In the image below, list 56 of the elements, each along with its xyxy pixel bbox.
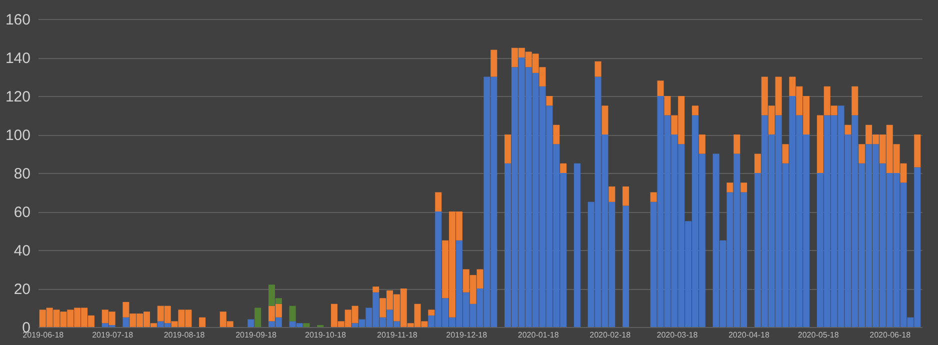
bar (428, 310, 435, 316)
bar (560, 163, 567, 173)
bar (289, 306, 296, 322)
bar (698, 134, 706, 154)
bar (816, 115, 824, 173)
x-tick-label: 2020-05-18 (798, 330, 840, 340)
x-tick-label: 2019-07-18 (92, 330, 134, 340)
bar (254, 308, 262, 327)
bar (199, 317, 206, 327)
bar (602, 106, 608, 134)
x-tick-label: 2019-09-18 (236, 330, 278, 340)
bar (490, 50, 498, 77)
bar (844, 124, 852, 134)
bar (122, 317, 130, 327)
bar (740, 182, 748, 192)
bar (657, 80, 664, 96)
y-tick-label: 120 (5, 88, 30, 106)
bar (553, 124, 560, 144)
bar (852, 86, 858, 116)
bar (546, 96, 553, 106)
bar (248, 319, 254, 327)
y-tick-label: 140 (5, 50, 30, 67)
x-tick-label: 2019-12-18 (446, 330, 488, 340)
bar (372, 286, 380, 292)
y-tick-label: 160 (5, 12, 30, 28)
bar (664, 96, 671, 116)
x-tick-label: 2020-04-18 (728, 330, 770, 340)
x-tick-label: 2019-10-18 (304, 330, 346, 340)
x-tick-label: 2020-06-18 (870, 330, 912, 340)
bar (692, 106, 698, 116)
x-tick-label: 2019-06-18 (22, 330, 64, 340)
x-tick-label: 2019-11-18 (377, 330, 418, 340)
y-tick-label: 60 (14, 204, 30, 221)
bar (608, 186, 616, 202)
bar (622, 186, 630, 206)
bar (754, 154, 761, 173)
bar (734, 134, 740, 154)
bar (650, 192, 657, 202)
x-tick-label: 2020-03-18 (656, 330, 698, 340)
y-tick-label: 100 (5, 127, 30, 144)
y-tick-label: 80 (14, 166, 30, 182)
bar (858, 144, 866, 164)
bar (914, 134, 921, 168)
bar (594, 61, 602, 77)
bar (504, 134, 512, 164)
bar (574, 163, 580, 327)
bar (303, 323, 310, 327)
bar (726, 182, 734, 192)
y-tick-label: 20 (14, 281, 30, 298)
y-tick-label: 40 (14, 242, 30, 260)
x-tick-label: 2019-08-18 (164, 330, 206, 340)
bar (435, 192, 442, 212)
bar (622, 206, 630, 327)
x-tick-label: 2020-02-18 (590, 330, 632, 340)
bar (782, 144, 789, 164)
x-tick-label: 2020-01-18 (518, 330, 560, 340)
